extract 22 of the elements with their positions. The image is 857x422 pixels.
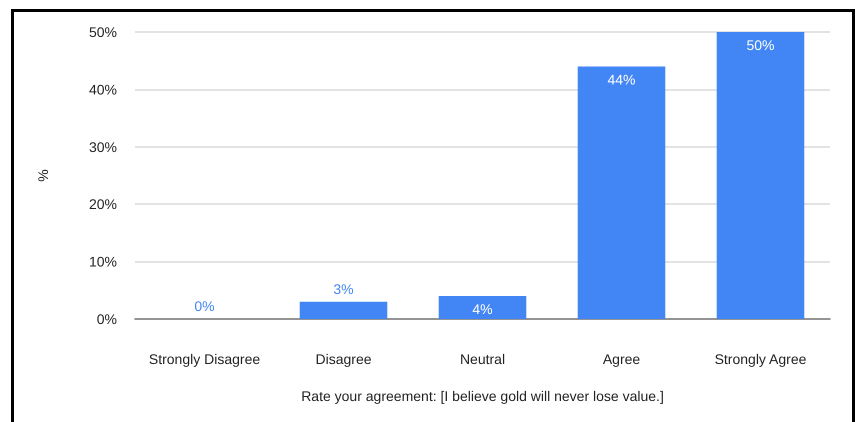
bar (438, 296, 526, 319)
data-label: 4% (472, 301, 493, 318)
y-tick-label: 20% (88, 196, 117, 212)
bar (300, 302, 388, 319)
y-tick-label: 10% (88, 254, 117, 270)
y-tick-label: 50% (88, 24, 117, 40)
bar (716, 32, 804, 319)
x-tick-label: Strongly Disagree (148, 351, 260, 367)
x-tick-label: Strongly Agree (714, 351, 807, 367)
x-tick-label: Agree (602, 351, 640, 367)
x-tick-label: Disagree (315, 351, 372, 367)
data-label: 3% (333, 280, 354, 297)
y-axis-title: % (35, 169, 51, 182)
x-tick-label: Neutral (460, 351, 506, 367)
data-label: 44% (607, 71, 636, 88)
y-tick-label: 0% (96, 311, 117, 327)
data-label: 50% (746, 37, 775, 53)
y-tick-label: 30% (88, 138, 117, 155)
data-label: 0% (194, 298, 215, 314)
bar (578, 66, 666, 319)
y-tick-label: 40% (88, 81, 117, 98)
x-axis-title: Rate your agreement: [I believe gold will never lose value.] (301, 388, 664, 404)
